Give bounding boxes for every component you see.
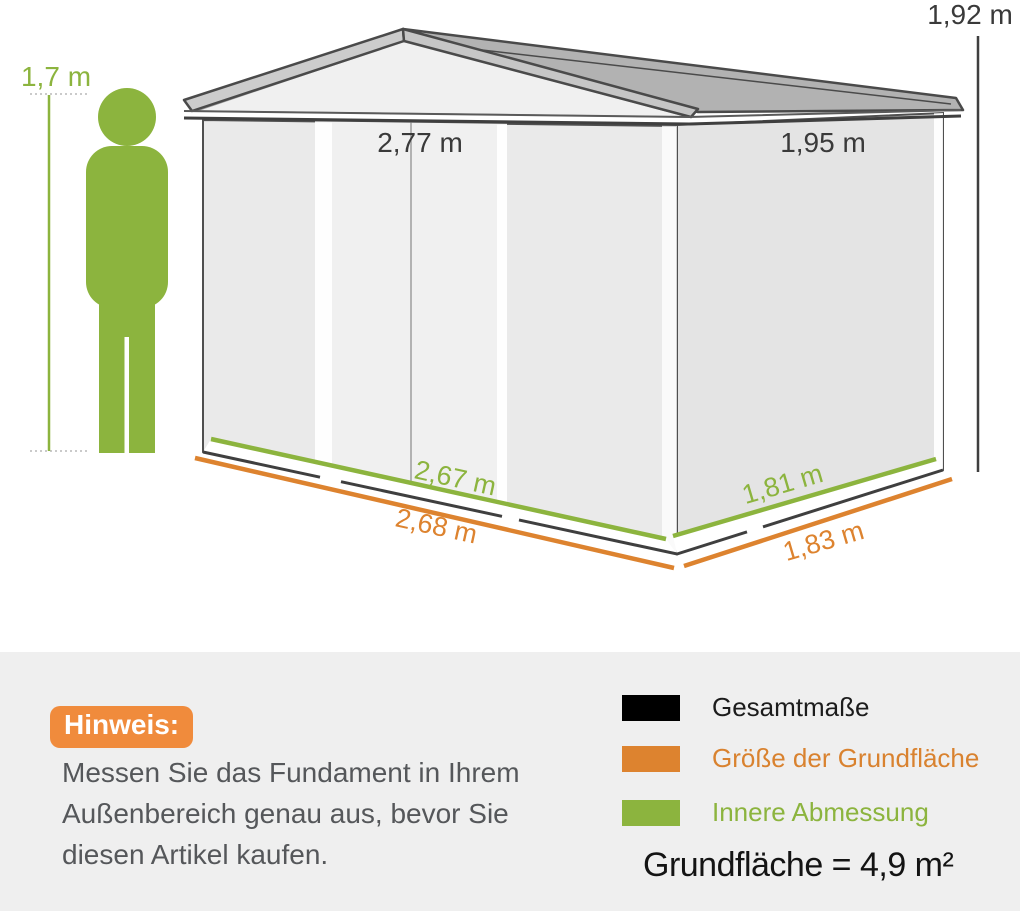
base-line-gap [746,524,764,535]
legend-row-innere-abmessung: Innere Abmessung [622,797,929,828]
legend-swatch-black [622,694,680,721]
door-frame-stripe-right [497,120,507,554]
total-width-depth-measure-line [183,114,962,126]
diagram-svg: 1,7 m 1,92 m 2,77 m 1,95 m 2,67 m 2,68 m… [21,0,1013,571]
inner-depth-line-green [672,456,937,539]
roof-ridge-inner-line [403,40,952,105]
base-outline-black [202,450,944,556]
front-base-white-band [203,439,677,554]
legend-swatch-green [622,799,680,826]
base-line-gap [501,513,520,523]
note-panel: Hinweis: Messen Sie das Fundament in Ihr… [0,652,1020,911]
person-torso [86,146,168,308]
person-head [98,88,156,146]
scale-person [30,88,168,454]
legend-swatch-orange [622,745,680,772]
door-frame-stripe-left [315,120,332,554]
side-wall-edge-highlight [934,113,943,474]
total-height-label: 1,92 m [927,0,1013,30]
front-corner-highlight [662,120,677,554]
hinweis-badge: Hinweis: [50,706,194,748]
base-line-gap [319,474,342,485]
legend-label-gesamtmasse: Gesamtmaße [712,692,870,722]
legend-row-gesamtmasse: Gesamtmaße [622,692,870,723]
side-depth-total-label: 1,95 m [780,127,866,158]
person-height-label: 1,7 m [21,61,91,92]
note-text: Messen Sie das Fundament in Ihrem Außenb… [62,757,520,870]
front-width-total-label: 2,77 m [377,127,463,158]
footprint-area-label: Grundfläche = 4,9 m² [643,846,954,884]
eave-edge-line [183,109,962,119]
shed-side-wall-details [934,113,943,474]
legend-label-grundflaeche: Größe der Grundfläche [712,743,980,773]
legend-row-grundflaeche: Größe der Grundfläche [622,743,979,774]
base-depth-line-orange [683,476,953,569]
base-width-line-orange [194,455,675,571]
inner-width-line-green [210,436,667,542]
person-leg-divider [124,337,129,454]
legend-label-innere-abmessung: Innere Abmessung [712,797,929,827]
side-base-white-band [673,459,943,554]
